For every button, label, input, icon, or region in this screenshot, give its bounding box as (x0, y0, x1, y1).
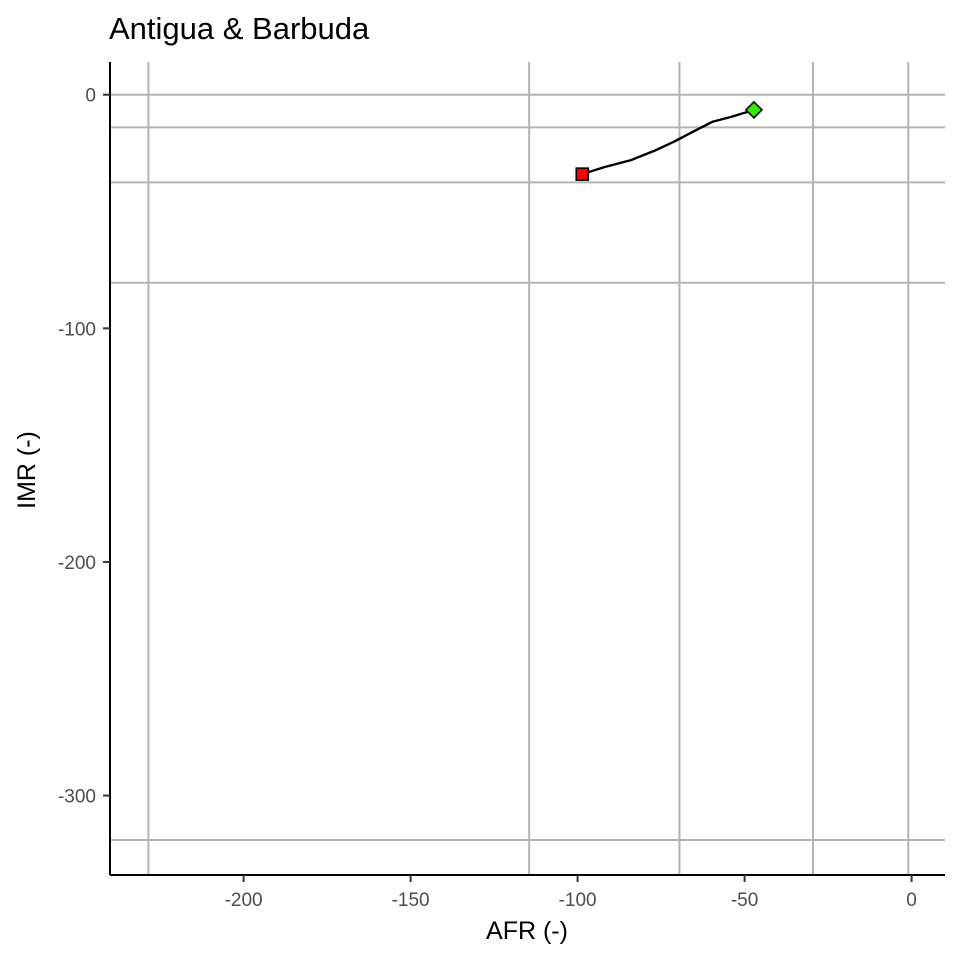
y-tick-label: 0 (85, 86, 96, 107)
y-tick-label: -200 (58, 553, 96, 574)
ticks: -200 -150 -100 -50 0 0 -100 -200 -300 (58, 86, 917, 911)
x-tick-label: 0 (906, 890, 917, 911)
start-marker-square (575, 167, 590, 181)
end-marker-diamond (744, 100, 764, 120)
x-tick-label: -100 (559, 890, 597, 911)
series (581, 108, 755, 176)
markers (575, 100, 764, 181)
x-tick-label: -150 (392, 890, 430, 911)
axes (109, 62, 945, 876)
trajectory-line (581, 108, 755, 176)
chart-title: Antigua & Barbuda (109, 11, 370, 46)
x-tick-label: -50 (731, 890, 758, 911)
x-axis-title: AFR (-) (486, 917, 568, 945)
reference-lines (110, 62, 945, 875)
y-tick-label: -100 (58, 319, 96, 340)
x-tick-label: -200 (225, 890, 263, 911)
y-tick-label: -300 (58, 787, 96, 808)
y-axis-title: IMR (-) (13, 431, 41, 509)
